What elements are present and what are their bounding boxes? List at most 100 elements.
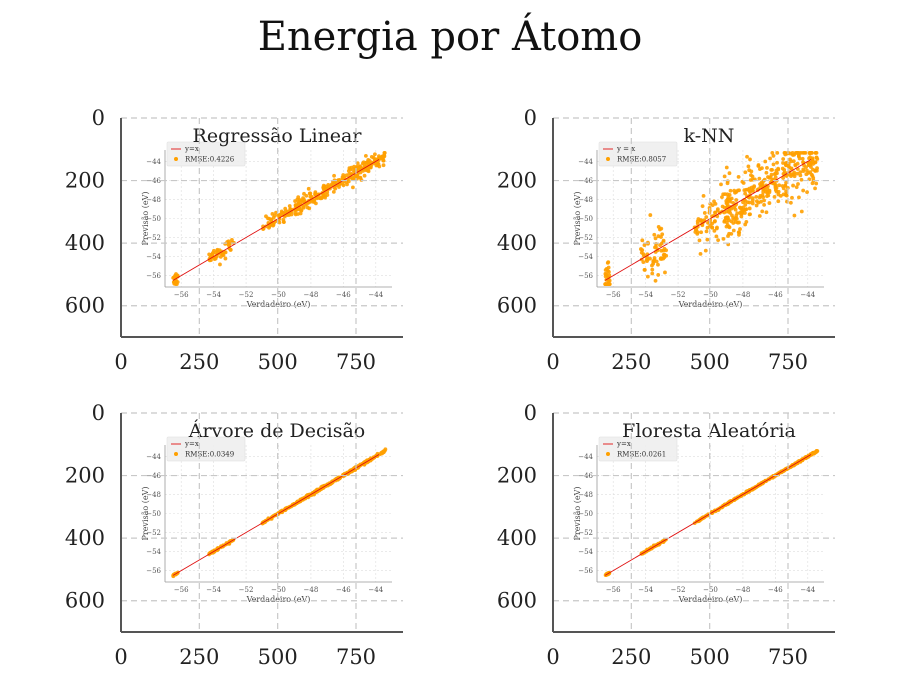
scatter-point — [798, 173, 803, 178]
inner-y-axis-label: Previsão (eV) — [573, 191, 582, 245]
scatter-point — [230, 238, 234, 242]
outer-xtick-label: 0 — [114, 350, 127, 374]
scatter-point — [303, 203, 307, 207]
scatter-point — [304, 193, 309, 198]
scatter-point — [781, 176, 785, 180]
scatter-point — [716, 238, 721, 243]
scatter-point — [742, 188, 747, 193]
scatter-point — [767, 201, 772, 205]
scatter-point — [807, 150, 812, 155]
scatter-point — [650, 267, 655, 272]
inner-ytick-label: −50 — [578, 215, 593, 223]
scatter-point — [761, 195, 766, 200]
outer-ytick-label: 0 — [92, 401, 105, 425]
scatter-point — [724, 165, 729, 170]
chart-panel-4: −56 −54 −52 −50 −48 −46 −44−44−46−48−50−52−54−… — [497, 401, 835, 669]
inner-xtick-label: −44 — [368, 586, 383, 594]
scatter-point — [800, 156, 805, 161]
scatter-point — [730, 213, 734, 218]
scatter-point — [747, 212, 752, 217]
inner-ytick-label: −48 — [146, 491, 161, 499]
scatter-point — [648, 213, 653, 217]
scatter-point — [808, 170, 813, 175]
scatter-point — [747, 188, 752, 193]
inner-xtick-label: −56 — [174, 586, 189, 594]
inner-ytick-label: −44 — [578, 158, 593, 166]
scatter-point — [701, 193, 706, 198]
scatter-point — [350, 175, 355, 180]
outer-xtick-label: 500 — [258, 645, 298, 669]
inner-xtick-label: −52 — [671, 291, 686, 299]
scatter-point — [332, 173, 336, 178]
scatter-point — [749, 173, 753, 178]
legend-line-label: y=x — [184, 145, 199, 153]
scatter-point — [746, 164, 751, 169]
inner-x-axis-label: Verdadeiro (eV) — [246, 595, 311, 604]
scatter-point — [318, 196, 323, 201]
scatter-point — [809, 160, 814, 165]
outer-ytick-label: 400 — [497, 526, 537, 550]
scatter-point — [363, 153, 368, 158]
scatter-point — [365, 167, 369, 172]
legend-point-swatch — [606, 452, 610, 456]
scatter-point — [814, 181, 819, 186]
scatter-point — [693, 230, 698, 234]
scatter-point — [714, 226, 719, 231]
legend-line-label: y=x — [184, 440, 199, 448]
scatter-point — [790, 150, 795, 155]
inner-xtick-label: −48 — [736, 586, 751, 594]
inner-ytick-label: −56 — [578, 567, 593, 575]
scatter-point — [794, 185, 799, 190]
scatter-point — [783, 183, 788, 188]
scatter-point — [653, 236, 658, 241]
scatter-point — [810, 156, 815, 161]
legend-points-label: RMSE:0.4226 — [185, 156, 235, 164]
scatter-point — [653, 278, 658, 283]
legend-box — [598, 436, 678, 462]
scatter-point — [811, 176, 816, 180]
outer-xtick-label: 750 — [768, 645, 808, 669]
inner-ytick-label: −52 — [578, 234, 593, 242]
scatter-point — [743, 203, 748, 207]
scatter-point — [726, 234, 730, 238]
panel-title: Árvore de Decisão — [188, 419, 366, 442]
scatter-point — [795, 171, 800, 176]
inner-xtick-label: −54 — [638, 586, 653, 594]
scatter-point — [642, 267, 647, 272]
scatter-point — [790, 172, 794, 177]
scatter-point — [761, 190, 766, 194]
scatter-point — [697, 238, 702, 243]
scatter-point — [791, 183, 795, 188]
scatter-point — [759, 199, 763, 204]
scatter-point — [739, 214, 744, 219]
scatter-point — [642, 243, 647, 248]
scatter-point — [788, 200, 793, 205]
scatter-point — [814, 150, 819, 155]
inner-y-axis-label: Previsão (eV) — [141, 191, 150, 245]
scatter-point — [293, 204, 298, 208]
scatter-point — [809, 452, 814, 457]
inner-ytick-label: −50 — [578, 510, 593, 518]
scatter-point — [735, 211, 740, 216]
scatter-point — [381, 449, 386, 454]
scatter-point — [765, 166, 769, 170]
scatter-point — [784, 189, 788, 194]
scatter-point — [734, 216, 739, 221]
scatter-point — [798, 170, 803, 174]
scatter-point — [810, 181, 815, 186]
scatter-point — [645, 259, 649, 264]
outer-xtick-label: 500 — [258, 350, 298, 374]
scatter-point — [770, 168, 774, 172]
scatter-point — [803, 150, 808, 155]
scatter-point — [784, 193, 789, 198]
scatter-point — [776, 166, 781, 171]
scatter-point — [355, 173, 360, 177]
inner-xtick-label: −44 — [800, 586, 815, 594]
outer-ytick-label: 600 — [65, 589, 105, 613]
scatter-point — [732, 205, 737, 210]
scatter-point — [358, 170, 363, 175]
scatter-point — [705, 225, 710, 230]
scatter-point — [381, 158, 386, 163]
scatter-point — [605, 282, 610, 287]
scatter-point — [725, 216, 730, 221]
